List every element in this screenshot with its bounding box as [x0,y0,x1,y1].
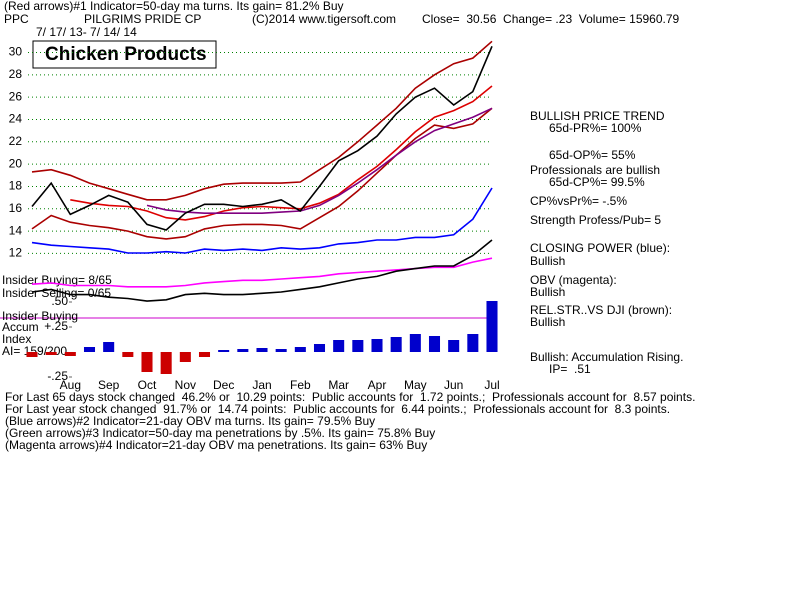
accum-bar [198,352,211,357]
date-range: 7/ 17/ 13- 7/ 14/ 14 [36,25,137,39]
left-note: Insider Buying [2,309,78,323]
footer-line: For Last 65 days stock changed 46.2% or … [5,390,695,404]
left-note: Insider Buying= 8/65 [2,273,112,287]
accum-bar [141,352,153,372]
side-note: Bullish [530,254,565,268]
side-note: REL.STR..VS DJI (brown): [530,303,672,317]
accum-bar [218,350,230,352]
accum-bar [64,352,76,356]
series-line [146,107,493,214]
accum-bar [313,344,326,352]
accum-bar [448,340,460,352]
side-note: Bullish [530,315,565,329]
y-tick-label: +.25 [44,319,68,333]
quote: Close= 30.56 Change= .23 Volume= 15960.7… [422,12,680,26]
series-line [70,85,493,221]
side-note: 65d-OP%= 55% [549,148,636,162]
y-tick-label: 16 [9,201,23,215]
accum-bar [83,347,96,352]
accum-bar [409,334,421,352]
y-tick-label: 12 [9,246,23,260]
y-tick-label: -.25 [47,369,68,383]
y-tick-label: 24 [9,112,23,126]
side-note: OBV (magenta): [530,273,617,287]
x-tick-label: Sep [98,378,120,392]
x-tick-label: Oct [138,378,157,392]
group-label: Chicken Products [45,44,207,65]
x-tick-label: Aug [60,378,81,392]
x-tick-label: May [404,378,427,392]
side-note: 65d-PR%= 100% [549,121,642,135]
x-tick-label: Dec [213,378,234,392]
side-note: IP= .51 [549,362,591,376]
accum-bar [26,352,38,357]
accum-bar [486,301,498,352]
x-tick-label: Jul [484,378,499,392]
x-tick-label: Mar [328,378,349,392]
y-tick-label: 28 [9,67,23,81]
header-line: (Red arrows)#1 Indicator=50-day ma turns… [4,0,344,13]
side-note: BULLISH PRICE TREND [530,109,665,123]
series-line [31,40,493,201]
ticker: PPC [4,12,29,26]
series-line [31,187,493,254]
company: PILGRIMS PRIDE CP [84,12,201,26]
accum-bar [352,340,364,352]
series-line [31,107,493,240]
accum-bar [428,336,441,352]
left-note: Insider Selling= 0/65 [2,286,111,300]
x-tick-label: Jun [444,378,463,392]
accum-bar [467,334,479,352]
accum-bar [333,340,345,352]
accum-bar [237,349,249,352]
series-line [31,45,493,231]
y-tick-label: 30 [9,45,23,59]
accum-bar [275,349,287,352]
accum-bar [390,337,402,352]
x-tick-label: Apr [368,378,387,392]
y-tick-label: 18 [9,179,23,193]
left-note: Accum [2,320,39,334]
accum-bar [294,347,306,352]
side-note: Strength Profess/Pub= 5 [530,213,661,227]
footer-line: (Green arrows)#3 Indicator=50-day ma pen… [5,426,435,440]
accum-bar [103,342,115,352]
side-note: 65d-CP%= 99.5% [549,175,645,189]
side-note: Bullish: Accumulation Rising. [530,350,683,364]
group-box [32,40,217,69]
x-tick-label: Feb [290,378,311,392]
side-note: CLOSING POWER (blue): [530,241,670,255]
copyright: (C)2014 www.tigersoft.com [252,12,396,26]
side-note: CP%vsPr%= -.5% [530,194,627,208]
accum-bar [179,352,191,362]
series-line [31,239,493,302]
y-tick-label: 14 [9,223,23,237]
y-tick-label: .50 [51,294,68,308]
y-tick-label: 20 [9,156,23,170]
footer-line: (Magenta arrows)#4 Indicator=21-day OBV … [5,438,427,452]
footer-line: (Blue arrows)#2 Indicator=21-day OBV ma … [5,414,375,428]
y-tick-label: 26 [9,89,23,103]
side-note: Bullish [530,285,565,299]
side-note: Professionals are bullish [530,163,660,177]
accum-bar [371,339,383,352]
y-tick-label: 22 [9,134,23,148]
accum-bar [256,348,268,352]
x-tick-label: Jan [252,378,271,392]
accum-bar [160,352,172,374]
accum-bar [45,352,57,355]
x-tick-label: Nov [175,378,196,392]
accum-bar [122,352,134,357]
left-note: Index [2,332,31,346]
footer-line: For Last year stock changed 91.7% or 14.… [5,402,670,416]
